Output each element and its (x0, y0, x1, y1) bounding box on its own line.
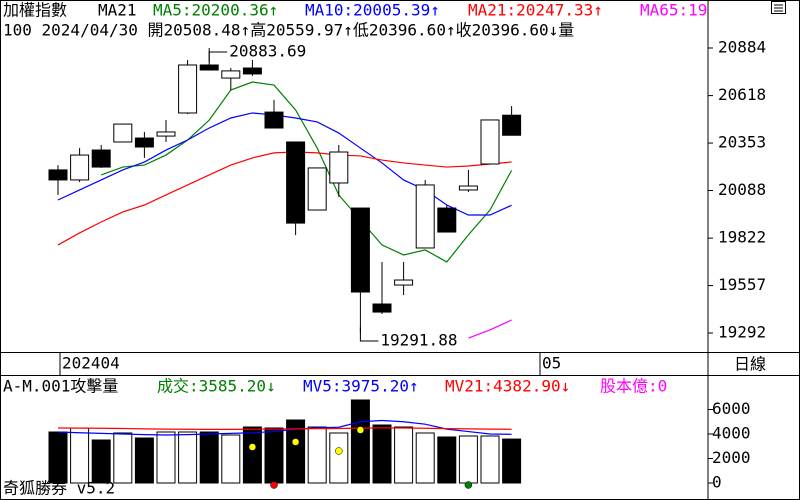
candle-body (134, 137, 154, 148)
moving-average-line (57, 151, 512, 246)
volume-bar (350, 399, 370, 484)
high-annotation: 20883.69 (229, 42, 306, 61)
volume-bar (329, 432, 349, 484)
moving-average-line (57, 419, 512, 436)
candle-body (394, 279, 414, 286)
candle-body (242, 67, 262, 75)
volume-bar (221, 434, 241, 484)
y-tick-label: 20088 (718, 180, 766, 199)
signal-dot (291, 438, 300, 446)
candle-body (70, 154, 90, 181)
candle-body (221, 70, 241, 79)
volume-bar (134, 437, 154, 484)
candle-body (502, 114, 522, 136)
volume-bar (502, 438, 522, 484)
volume-bar (91, 439, 111, 484)
y-tick-label: 19822 (718, 228, 766, 247)
candle-body (199, 64, 219, 71)
candle-body (372, 303, 392, 313)
annotation-leader (359, 327, 379, 342)
candle-body (113, 123, 133, 143)
volume-indicator-label: 成交:3585.20↓ (157, 377, 276, 396)
y-tick-label: 20884 (718, 37, 766, 56)
annotation-leader (208, 51, 228, 63)
volume-bar (458, 435, 478, 484)
y-tick-label: 6000 (712, 399, 751, 418)
volume-indicator-label: 股本億:0 (600, 377, 667, 396)
volume-bar (394, 426, 414, 484)
candle-body (480, 119, 500, 165)
candle-body (48, 169, 68, 181)
volume-bar (113, 432, 133, 484)
low-annotation: 19291.88 (380, 331, 457, 350)
y-tick-label: 20618 (718, 85, 766, 104)
volume-bar (415, 432, 435, 484)
indicator-label: MA10:20005.39↑ (305, 1, 440, 20)
y-tick-label: 20353 (718, 133, 766, 152)
volume-bar (264, 427, 284, 484)
indicator-label: 加權指數 (3, 1, 67, 20)
candle-body (156, 131, 176, 137)
date-label: 05 (542, 354, 561, 373)
volume-bar (480, 435, 500, 484)
period-label: 日線 (734, 355, 766, 374)
volume-bar (199, 431, 219, 484)
volume-indicator-label: MV21:4382.90↓ (445, 377, 570, 396)
volume-bar (178, 431, 198, 484)
moving-average-line (57, 112, 512, 216)
volume-bar (48, 431, 68, 484)
y-tick-label: 19292 (718, 323, 766, 342)
indicator-label: MA5:20200.36↑ (153, 1, 278, 20)
signal-dot (248, 443, 257, 451)
candle-body (264, 111, 284, 129)
candle-body (329, 151, 349, 184)
moving-average-line (57, 427, 512, 430)
candle-body (458, 185, 478, 191)
candle-body (178, 64, 198, 114)
volume-indicator-label: A-M.001攻擊量 (3, 377, 118, 396)
volume-bar (242, 426, 262, 484)
candle-body (437, 207, 457, 233)
moving-average-line (100, 81, 513, 263)
y-tick-label: 2000 (712, 448, 751, 467)
date-label: 202404 (62, 354, 120, 373)
candle-body (307, 167, 327, 211)
y-tick-label: 19557 (718, 275, 766, 294)
volume-bar (372, 424, 392, 484)
indicator-label: MA65:19 (640, 1, 707, 20)
y-tick-label: 4000 (712, 423, 751, 442)
signal-dot (270, 481, 278, 489)
volume-bar (437, 436, 457, 484)
signal-dot (464, 481, 473, 489)
volume-bar (307, 426, 327, 484)
moving-average-line (468, 319, 512, 339)
volume-bar (70, 427, 90, 484)
indicator-label: MA21:20247.33↑ (468, 1, 603, 20)
candle-body (415, 184, 435, 249)
candle-body (91, 149, 111, 168)
signal-dot (356, 426, 365, 434)
ohlc-info: 100 2024/04/30 開20508.48↑高20559.97↑低2039… (3, 21, 574, 40)
volume-bar (286, 419, 306, 484)
volume-bar (156, 431, 176, 484)
volume-indicator-label: MV5:3975.20↑ (303, 377, 419, 396)
signal-dot (335, 447, 343, 455)
candle-body (350, 207, 370, 293)
y-tick-label: 0 (712, 472, 722, 491)
indicator-label: MA21 (98, 1, 137, 20)
candle-body (286, 141, 306, 224)
